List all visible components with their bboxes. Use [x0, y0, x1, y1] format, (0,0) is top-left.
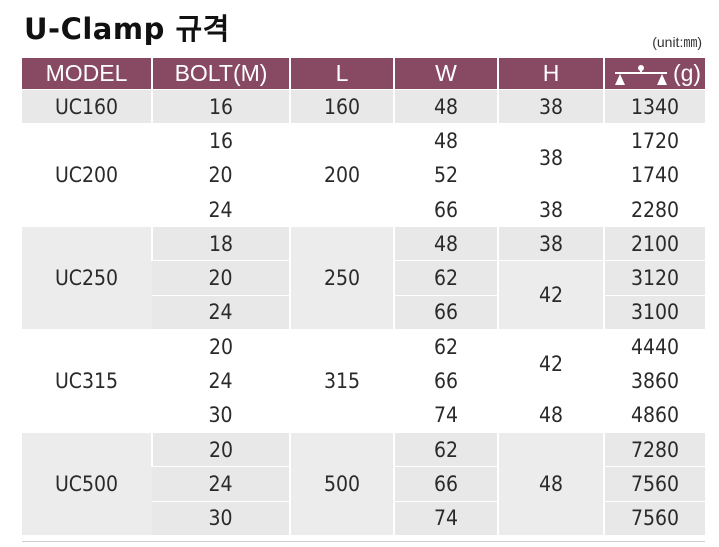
- weight-cell: 3100: [603, 294, 705, 330]
- l-cell: 315: [289, 329, 394, 433]
- weight-cell: 7280: [603, 431, 705, 467]
- w-cell: 66: [393, 466, 498, 502]
- w-cell: 62: [393, 329, 498, 364]
- page-title: U-Clamp 규격: [24, 12, 230, 46]
- bolt-cell: 30: [152, 397, 290, 433]
- w-cell: 48: [393, 88, 498, 124]
- bolt-cell: 16: [151, 123, 290, 159]
- w-cell: 52: [393, 157, 498, 193]
- bolt-cell: 20: [152, 260, 290, 296]
- weight-cell: 3120: [603, 260, 705, 296]
- model-cell: UC315: [22, 329, 152, 433]
- table-row: 24 66 38 2280: [22, 191, 705, 227]
- w-cell: 74: [393, 397, 498, 433]
- weight-cell: 2280: [603, 191, 705, 227]
- header-bolt: BOLT(M): [151, 58, 290, 90]
- unit-label: (unit:㎜): [652, 34, 702, 50]
- bolt-cell: 30: [152, 500, 290, 535]
- table-row: 24 66 3860: [22, 363, 705, 399]
- table-bottom-border: [22, 541, 705, 542]
- model-cell: UC200: [22, 123, 152, 227]
- spec-table: MODEL BOLT(M) L W H (g) UC160: [22, 58, 705, 535]
- table-row: 24 66 7560: [22, 466, 705, 502]
- h-cell: 48: [497, 397, 604, 433]
- table-row: 24 66 3100: [22, 294, 705, 330]
- bolt-cell: 20: [152, 157, 290, 193]
- header-l: L: [289, 58, 394, 90]
- table-row: 30 74 48 4860: [22, 397, 705, 433]
- weight-cell: 7560: [603, 466, 705, 502]
- l-cell: 160: [289, 88, 394, 124]
- model-cell: UC250: [22, 226, 152, 330]
- h-cell: 38: [497, 191, 604, 227]
- table-row: 30 74 7560: [22, 500, 705, 535]
- l-cell: 200: [289, 123, 394, 227]
- weight-cell: 4860: [603, 397, 705, 433]
- h-cell: 38: [497, 226, 604, 261]
- w-cell: 66: [393, 363, 498, 399]
- model-cell: UC500: [22, 431, 152, 535]
- table-row: 20 62 42 3120: [22, 260, 705, 330]
- h-cell: 42: [497, 260, 604, 330]
- h-cell: 48: [497, 431, 604, 535]
- weight-cell: 4440: [603, 329, 705, 364]
- bolt-cell: 24: [152, 191, 290, 227]
- table-row: UC160 16 160 48 38 1340: [22, 88, 705, 124]
- header-weight-label: (g): [672, 60, 702, 86]
- h-cell: 38: [497, 123, 604, 193]
- header-weight: (g): [603, 58, 705, 90]
- weight-cell: 1720: [603, 123, 705, 159]
- table-row: 20 52 1740: [22, 157, 705, 193]
- weight-cell: 7560: [603, 500, 705, 535]
- w-cell: 62: [393, 260, 498, 296]
- w-cell: 66: [393, 294, 498, 330]
- table-row: UC200 16 200 48 38 1720: [22, 123, 705, 227]
- h-cell: 38: [497, 88, 604, 124]
- bolt-cell: 24: [152, 466, 290, 502]
- bolt-cell: 20: [151, 329, 290, 364]
- w-cell: 62: [393, 431, 498, 467]
- header-row: MODEL BOLT(M) L W H (g): [22, 58, 705, 90]
- weight-cell: 2100: [603, 226, 705, 261]
- bolt-cell: 18: [151, 226, 290, 261]
- w-cell: 74: [393, 500, 498, 535]
- h-cell: 42: [497, 329, 604, 399]
- bolt-cell: 24: [152, 294, 290, 330]
- table-row: UC500 20 500 62 48 7280: [22, 431, 705, 535]
- w-cell: 48: [393, 226, 498, 261]
- weight-cell: 1740: [603, 157, 705, 193]
- bolt-cell: 20: [151, 431, 290, 467]
- header-h: H: [497, 58, 604, 90]
- table-row: UC250 18 250 48 38 2100: [22, 226, 705, 330]
- model-cell: UC160: [22, 88, 152, 124]
- bolt-cell: 24: [152, 363, 290, 399]
- w-cell: 48: [393, 123, 498, 159]
- header-w: W: [393, 58, 498, 90]
- weight-cell: 1340: [603, 88, 705, 124]
- l-cell: 250: [289, 226, 394, 330]
- bolt-cell: 16: [151, 88, 290, 124]
- table-row: UC315 20 315 62 42 4440: [22, 329, 705, 433]
- l-cell: 500: [289, 431, 394, 535]
- weight-cell: 3860: [603, 363, 705, 399]
- header-model: MODEL: [22, 58, 152, 90]
- scale-icon: [609, 64, 673, 86]
- w-cell: 66: [393, 191, 498, 227]
